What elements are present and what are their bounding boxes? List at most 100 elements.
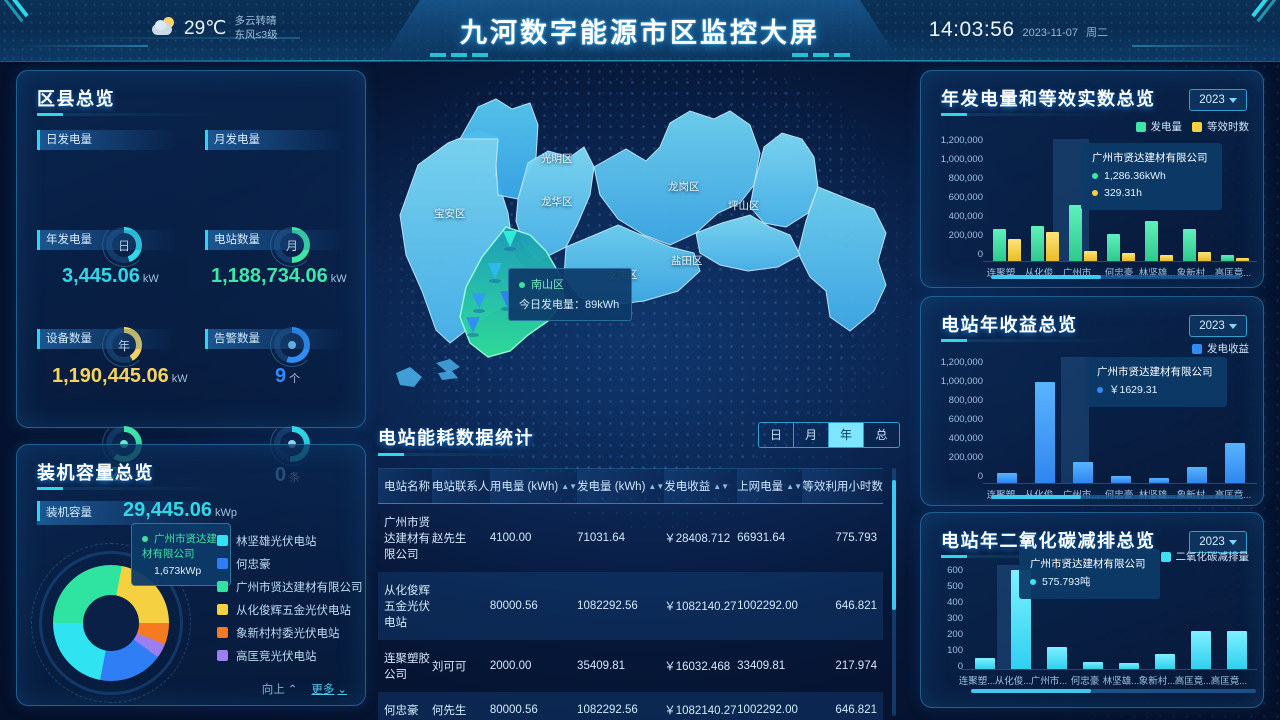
table-row[interactable]: 从化俊辉五金光伏电站 80000.56 1082292.56 ￥1082140.… (378, 572, 883, 640)
cell-revenue: ￥28408.712 (664, 533, 731, 545)
bar-equiv-2[interactable] (1084, 251, 1097, 261)
more-button[interactable]: 更多 ⌄ (311, 684, 347, 696)
stat-label-year-gen: 年发电量 (37, 230, 177, 250)
clock-widget: 14:03:56 2023-11-07 周二 (929, 18, 1108, 42)
bar-equiv-6[interactable] (1236, 258, 1249, 261)
shenzhen-district-map[interactable]: 光明区 宝安区 龙华区 龙岗区 坪山区 盐田区 龙岗区 (378, 95, 908, 415)
sort-icon[interactable]: ▲▼ (713, 481, 730, 491)
year-select-co2[interactable]: 2023 (1189, 531, 1247, 553)
map-svg (396, 98, 887, 387)
tooltip-dot-icon (1030, 579, 1036, 586)
bar-equiv-5[interactable] (1198, 251, 1211, 261)
year-select-generation[interactable]: 2023 (1189, 89, 1247, 111)
bar-revenue-0[interactable] (997, 473, 1017, 483)
legend-item[interactable]: 高匡竞光伏电站 (217, 644, 363, 667)
bar-equiv-3[interactable] (1122, 252, 1135, 261)
col-generation[interactable]: 发电量 (kWh) ▲▼ (577, 468, 665, 504)
legend-item[interactable]: 从化俊辉五金光伏电站 (217, 598, 363, 621)
capacity-donut-chart[interactable] (31, 543, 191, 703)
header-left-corner (0, 0, 120, 62)
bar-co2-3[interactable] (1083, 661, 1103, 669)
col-contact[interactable]: 电站联系人 (431, 468, 490, 504)
energy-table-scroll-area[interactable]: 电站名称 电站联系人 用电量 (kWh) ▲▼ 发电量 (kWh) ▲▼ 发电收益 ▲… (378, 468, 883, 720)
energy-table-panel: 电站能耗数据统计 日 月 年 总 电站名称 电站联系人 用电量 (kWh) ▲▼ … (378, 420, 900, 720)
bar-co2-5[interactable] (1155, 654, 1175, 669)
donut-inner-decoration (39, 551, 183, 695)
sort-icon[interactable]: ▲▼ (648, 481, 665, 491)
cell-contact: 何先生 (431, 705, 467, 717)
col-equiv-hours[interactable]: 等效利用小时数 (802, 468, 883, 504)
cell-equiv-hours: 646.821 (835, 704, 877, 716)
table-scrollbar-thumb[interactable] (892, 480, 896, 610)
bar-generation-0[interactable] (993, 228, 1006, 261)
tooltip-title: 广州市贤达建材有限公司 (1092, 152, 1208, 164)
table-row[interactable]: 连聚塑胶公司 刘可可 2000.00 35409.81 ￥16032.468 3… (378, 640, 883, 692)
co2-chart-scrollbar[interactable] (971, 689, 1256, 693)
bar-revenue-2[interactable] (1073, 461, 1093, 483)
sort-icon[interactable]: ▲▼ (561, 481, 578, 491)
col-grid-power[interactable]: 上网电量 ▲▼ (737, 468, 803, 504)
bar-co2-4[interactable] (1119, 662, 1139, 669)
bar-equiv-1[interactable] (1046, 232, 1059, 261)
tab-year[interactable]: 年 (829, 423, 864, 447)
scrollbar-thumb[interactable] (991, 495, 1081, 499)
revenue-chart-scrollbar[interactable] (991, 495, 1241, 499)
bar-generation-2[interactable] (1069, 205, 1082, 261)
bar-equiv-0[interactable] (1008, 239, 1021, 261)
scrollbar-thumb[interactable] (991, 275, 1101, 279)
bar-co2-6[interactable] (1191, 630, 1211, 669)
bar-generation-5[interactable] (1183, 229, 1196, 261)
legend-item[interactable]: 何忠豪 (217, 552, 363, 575)
bar-co2-7[interactable] (1227, 630, 1247, 669)
cell-revenue: ￥1082140.27 (664, 601, 737, 613)
legend-item[interactable]: 等效时数 (1192, 119, 1249, 134)
stat-label-alarm-count: 告警数量 (205, 329, 345, 349)
year-select-revenue[interactable]: 2023 (1189, 315, 1247, 337)
chevron-up-icon: ⌃ (287, 684, 298, 696)
scroll-up-button[interactable]: 向上 ⌃ (261, 684, 298, 696)
scrollbar-thumb[interactable] (971, 689, 1091, 693)
tab-month[interactable]: 月 (794, 423, 829, 447)
cell-generation: 1082292.56 (577, 704, 638, 716)
legend-swatch-icon (217, 650, 228, 661)
table-row[interactable]: 广州市贤达建材有限公司 赵先生 4100.00 71031.64 ￥28408.… (378, 504, 883, 573)
generation-bars (989, 139, 1257, 261)
bar-generation-4[interactable] (1145, 221, 1158, 261)
bar-generation-3[interactable] (1107, 233, 1120, 261)
stat-label-device-count: 设备数量 (37, 329, 177, 349)
bar-revenue-1[interactable] (1035, 382, 1055, 483)
bar-revenue-3[interactable] (1111, 476, 1131, 483)
stat-value-day-gen: 3,445.06 kW (62, 265, 159, 287)
sort-icon[interactable]: ▲▼ (786, 481, 802, 491)
col-revenue[interactable]: 发电收益 ▲▼ (664, 468, 738, 504)
bar-equiv-4[interactable] (1160, 254, 1173, 261)
bar-revenue-4[interactable] (1149, 478, 1169, 483)
bar-revenue-5[interactable] (1187, 467, 1207, 483)
generation-chart-scrollbar[interactable] (991, 275, 1241, 279)
tab-total[interactable]: 总 (875, 428, 888, 442)
legend-item[interactable]: 发电量 (1135, 119, 1182, 134)
cell-grid-power: 33409.81 (737, 660, 786, 672)
legend-item[interactable]: 广州市贤达建材有限公司 (217, 575, 363, 598)
cell-contact: 赵先生 (431, 533, 467, 545)
col-station-name[interactable]: 电站名称 (378, 468, 432, 504)
stat-label-month-gen: 月发电量 (205, 130, 345, 150)
legend-item[interactable]: 林坚雄光伏电站 (217, 529, 363, 552)
bar-revenue-6[interactable] (1225, 442, 1245, 483)
stat-label-station-count: 电站数量 (205, 230, 345, 250)
tab-day[interactable]: 日 (759, 423, 794, 447)
table-row[interactable]: 何忠豪 何先生 80000.56 1082292.56 ￥1082140.27 … (378, 692, 883, 720)
col-consumption[interactable]: 用电量 (kWh) ▲▼ (489, 468, 578, 504)
bar-generation-1[interactable] (1031, 225, 1044, 261)
table-scrollbar[interactable] (892, 468, 896, 716)
legend-swatch-icon (1135, 121, 1146, 132)
legend-item[interactable]: 象新村村委光伏电站 (217, 621, 363, 644)
bar-co2-2[interactable] (1047, 647, 1067, 669)
clock-time: 14:03:56 (928, 18, 1015, 41)
app-header: 29℃ 多云转晴 东风≤3级 九河数字能源市区监控大屏 14:03:56 202… (0, 0, 1280, 62)
bar-co2-0[interactable] (975, 657, 995, 669)
energy-table-tabs[interactable]: 日 月 年 总 (758, 422, 900, 448)
bar-generation-6[interactable] (1221, 254, 1234, 261)
legend-item[interactable]: 二氧化碳减排量 (1160, 549, 1249, 564)
legend-item[interactable]: 发电收益 (1192, 341, 1249, 356)
